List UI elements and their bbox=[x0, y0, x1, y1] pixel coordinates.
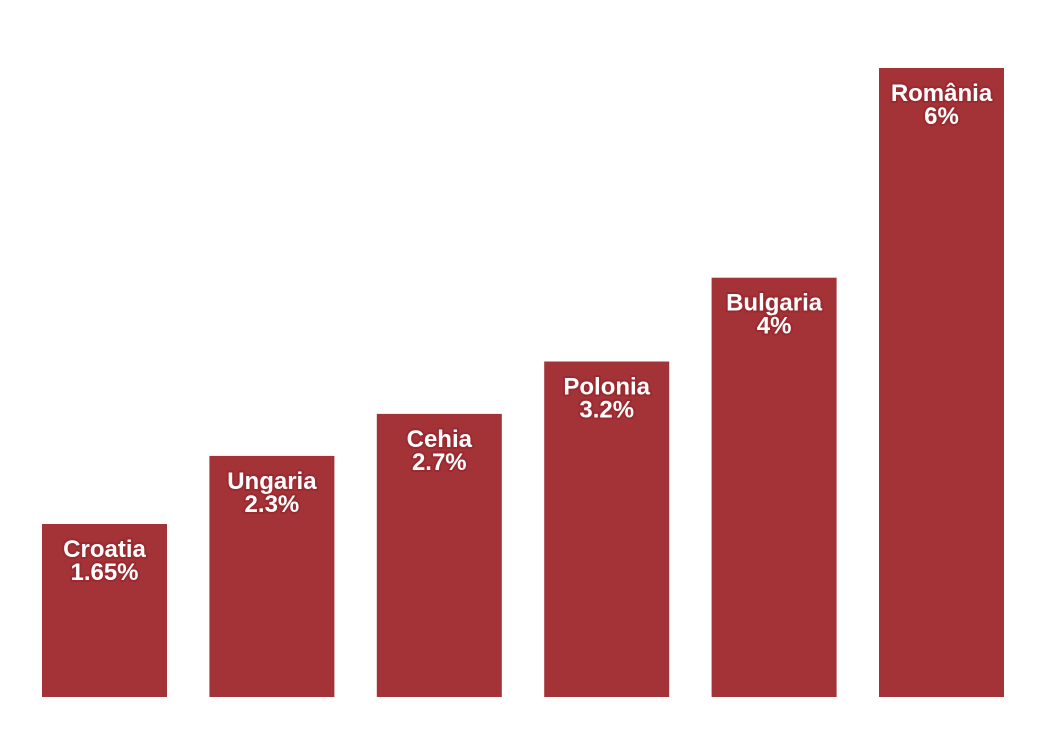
bar-3 bbox=[376, 413, 502, 697]
bar-category-label: Ungaria bbox=[227, 468, 317, 495]
bar-category-label: Polonia bbox=[563, 374, 650, 401]
bar-4 bbox=[544, 361, 670, 697]
bar-category-label: România bbox=[891, 80, 993, 107]
bar-value-label: 2.3% bbox=[245, 491, 300, 518]
bar-2 bbox=[209, 455, 335, 697]
bar-value-label: 1.65% bbox=[70, 559, 138, 586]
bars-layer bbox=[42, 68, 1004, 697]
bar-value-label: 4% bbox=[757, 313, 792, 340]
bar-value-label: 2.7% bbox=[412, 449, 467, 476]
bar-category-label: Croatia bbox=[63, 536, 146, 563]
bar-value-label: 6% bbox=[924, 103, 959, 130]
bar-category-label: Bulgaria bbox=[726, 290, 823, 317]
bar-1 bbox=[42, 524, 167, 697]
bar-5 bbox=[711, 277, 837, 697]
bar-6 bbox=[879, 68, 1004, 697]
bar-value-label: 3.2% bbox=[579, 397, 634, 424]
bar-category-label: Cehia bbox=[407, 426, 473, 453]
